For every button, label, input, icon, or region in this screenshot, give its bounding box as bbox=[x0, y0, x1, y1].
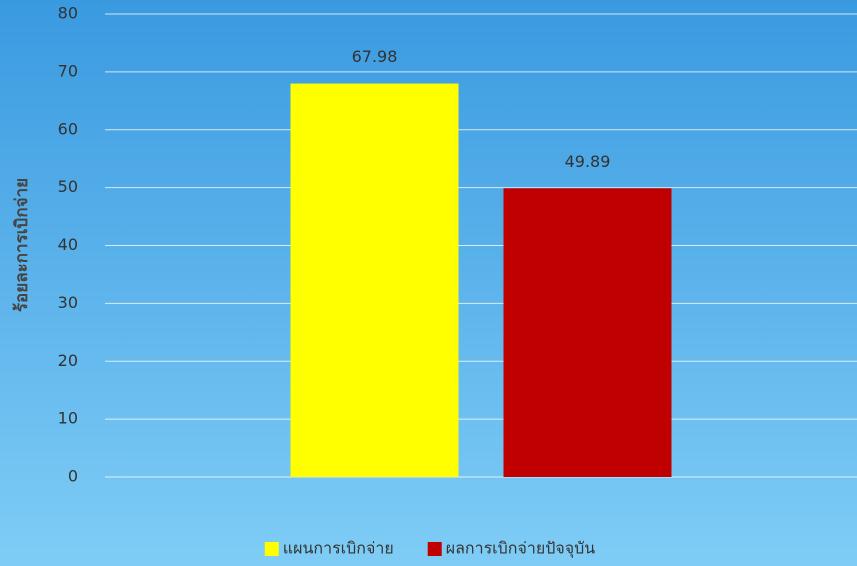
legend-swatch bbox=[264, 542, 279, 556]
legend-label: ผลการเบิกจ่ายปัจจุบัน bbox=[446, 539, 596, 559]
data-label: 67.98 bbox=[352, 47, 398, 66]
y-tick-label: 50 bbox=[58, 177, 78, 196]
y-tick-label: 80 bbox=[58, 4, 78, 23]
legend-swatch bbox=[427, 542, 442, 556]
bar bbox=[503, 188, 672, 477]
y-tick-label: 60 bbox=[58, 119, 78, 138]
y-tick-label: 70 bbox=[58, 61, 78, 80]
y-tick-label: 40 bbox=[58, 235, 78, 254]
bar bbox=[290, 83, 459, 478]
y-tick-label: 0 bbox=[68, 467, 78, 486]
y-tick-label: 10 bbox=[58, 409, 78, 428]
y-tick-label: 20 bbox=[58, 351, 78, 370]
y-tick-label: 30 bbox=[58, 293, 78, 312]
y-axis-title: ร้อยละการเบิกจ่าย bbox=[12, 178, 32, 312]
data-label: 49.89 bbox=[565, 152, 611, 171]
legend-label: แผนการเบิกจ่าย bbox=[283, 539, 394, 558]
